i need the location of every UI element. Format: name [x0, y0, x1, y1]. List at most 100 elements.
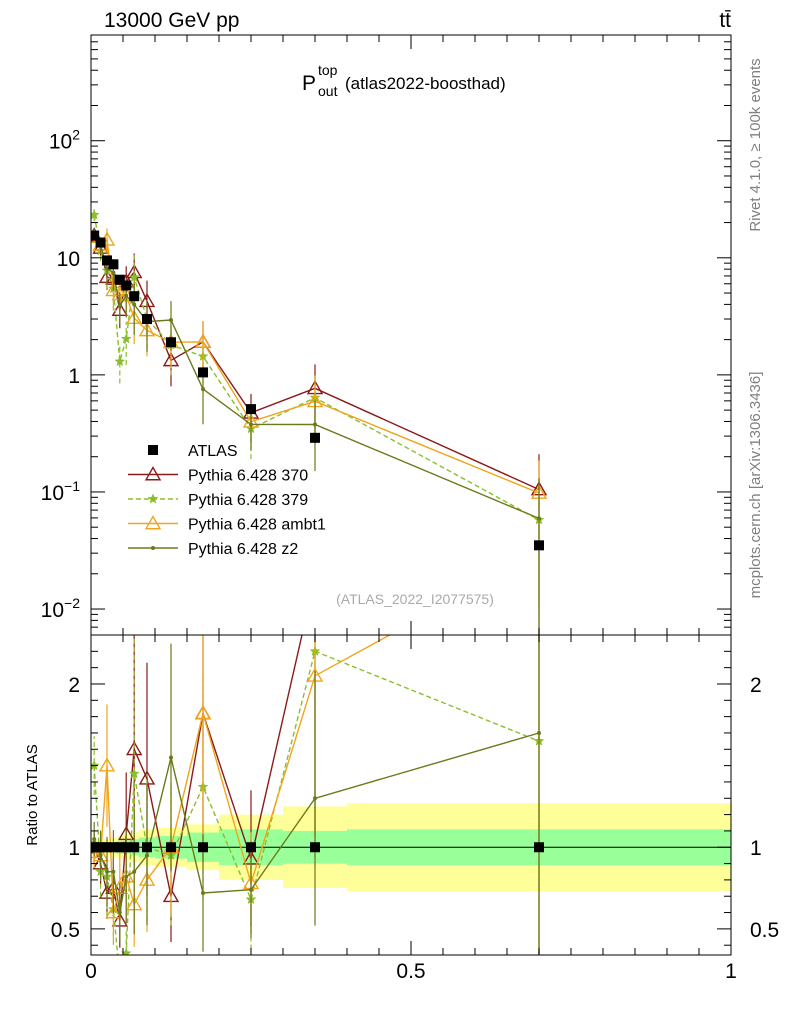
- ratio-y-tick-label-right: 1: [750, 837, 762, 860]
- main-y-tick-label: 102: [49, 127, 80, 154]
- data-point: [198, 367, 208, 378]
- series-marker-main-1: [91, 209, 100, 220]
- title-rest: (atlas2022-boosthad): [345, 74, 506, 93]
- legend-label-0: ATLAS: [188, 443, 238, 460]
- series-marker-main-1: [120, 333, 132, 344]
- x-tick-label: 0: [85, 960, 97, 983]
- series-marker-ratio-3: [105, 869, 109, 874]
- series-marker-ratio-3: [111, 869, 116, 874]
- x-tick-label: 1: [725, 960, 737, 983]
- series-marker-main-3: [201, 387, 205, 392]
- x-tick-label: 0.5: [396, 960, 425, 983]
- main-y-tick-base: 10: [41, 599, 64, 622]
- legend-marker-1: [144, 466, 162, 481]
- beam-label: 13000 GeV pp: [104, 9, 239, 32]
- data-point-ratio: [121, 842, 132, 853]
- main-y-tick-label: 10−1: [41, 478, 81, 505]
- ratio-frame: [90, 634, 732, 956]
- main-y-tick-exponent: −2: [64, 595, 80, 611]
- ratio-y-tick-label-left: 1: [68, 837, 80, 860]
- data-point-ratio: [198, 842, 208, 853]
- data-point-ratio: [534, 842, 544, 853]
- main-y-tick-label: 10: [57, 248, 80, 271]
- data-point-ratio: [166, 842, 176, 853]
- legend-label-3: Pythia 6.428 ambt1: [188, 517, 326, 534]
- main-y-tick-base: 10: [57, 248, 80, 271]
- series-marker-ratio-2: [105, 904, 122, 919]
- ratio-y-tick-label-right: 2: [750, 674, 762, 697]
- plot-title: P top out (atlas2022-boosthad): [302, 62, 506, 99]
- series-marker-main-3: [105, 266, 109, 271]
- data-point: [246, 404, 256, 415]
- ratio-y-tick-label-left: 2: [68, 674, 80, 697]
- data-point: [129, 291, 140, 302]
- main-y-tick-label: 1: [68, 365, 80, 388]
- data-point: [95, 237, 106, 248]
- data-point: [121, 280, 132, 291]
- legend-marker-0: [148, 445, 158, 455]
- data-point: [142, 314, 152, 325]
- series-marker-main-1: [128, 271, 140, 282]
- x-tick-labels: 0 0.5 1: [85, 960, 737, 983]
- data-point: [534, 540, 544, 551]
- data-point-ratio: [246, 842, 256, 853]
- series-marker-main-3: [117, 303, 122, 308]
- data-point: [114, 274, 125, 285]
- main-y-tick-base: 10: [41, 482, 64, 505]
- main-y-tick-exponent: −1: [64, 478, 80, 494]
- series-marker-ratio-2: [98, 757, 116, 772]
- series-marker-ratio-3: [249, 887, 253, 892]
- legend: ATLAS Pythia 6.428 370 Pythia 6.428 379 Pyt…: [128, 443, 326, 558]
- series-marker-ratio-3: [92, 837, 97, 842]
- main-y-tick-exponent: 2: [72, 127, 80, 143]
- main-y-tick-label: 10−2: [41, 595, 81, 622]
- series-marker-ratio-3: [145, 853, 149, 858]
- analysis-id: (ATLAS_2022_I2077575): [336, 591, 494, 607]
- ratio-ylabel: Ratio to ATLAS: [24, 744, 41, 845]
- series-marker-main-3: [169, 317, 173, 322]
- title-main: P: [302, 72, 316, 95]
- series-marker-ratio-2: [194, 704, 212, 720]
- legend-label-2: Pythia 6.428 379: [188, 492, 308, 509]
- ratio-y-tick-label-left: 0.5: [51, 919, 80, 942]
- series-marker-main-2: [194, 333, 212, 348]
- legend-marker-4: [151, 546, 155, 550]
- legend-marker-3: [144, 515, 162, 530]
- legend-label-4: Pythia 6.428 z2: [188, 541, 298, 558]
- series-marker-ratio-3: [124, 874, 129, 879]
- series-marker-ratio-3: [537, 730, 541, 735]
- process-label: tt̄: [719, 9, 731, 32]
- rivet-label: Rivet 4.1.0, ≥ 100k events: [747, 58, 764, 231]
- series-marker-main-3: [313, 422, 317, 427]
- data-point-ratio: [102, 842, 112, 853]
- data-point-ratio: [310, 842, 320, 853]
- series-marker-main-3: [124, 293, 129, 298]
- series-marker-ratio-3: [132, 869, 137, 874]
- series-marker-ratio-1: [128, 768, 140, 779]
- series-marker-ratio-3: [313, 796, 317, 801]
- main-y-tick-base: 1: [68, 365, 80, 388]
- title-superscript: top: [318, 62, 338, 78]
- series-marker-main-3: [537, 516, 541, 521]
- data-point: [91, 230, 100, 241]
- data-point-ratio: [114, 842, 125, 853]
- data-point-ratio: [129, 842, 140, 853]
- series-marker-ratio-3: [117, 910, 122, 915]
- data-point: [166, 337, 176, 348]
- series-marker-ratio-3: [169, 755, 173, 760]
- data-point: [108, 259, 119, 270]
- data-point: [310, 432, 320, 443]
- legend-label-1: Pythia 6.428 370: [188, 468, 308, 485]
- series-marker-ratio-3: [98, 853, 103, 858]
- ratio-plot-panel: 0.5 0.5 1 1 2 2: [51, 634, 779, 956]
- main-y-tick-base: 10: [49, 131, 72, 154]
- data-point: [102, 255, 112, 266]
- series-marker-main-3: [249, 422, 253, 427]
- data-point-ratio: [108, 842, 119, 853]
- series-marker-main-1: [114, 355, 126, 367]
- legend-marker-2: [147, 493, 159, 504]
- series-marker-ratio-3: [201, 890, 205, 895]
- ratio-y-tick-label-right: 0.5: [750, 919, 779, 942]
- series-marker-main-3: [132, 302, 137, 307]
